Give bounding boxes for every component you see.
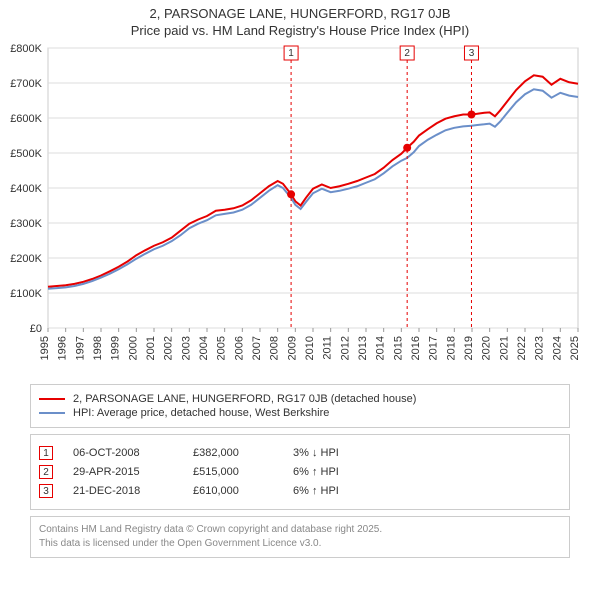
x-tick-label: 1997	[74, 336, 86, 360]
credit: Contains HM Land Registry data © Crown c…	[30, 516, 570, 558]
transaction-delta: 3% ↓ HPI	[293, 447, 393, 459]
transaction-row: 3 21-DEC-2018 £610,000 6% ↑ HPI	[39, 484, 561, 498]
x-tick-label: 2017	[428, 336, 440, 360]
transaction-price: £382,000	[193, 447, 273, 459]
transaction-price: £610,000	[193, 485, 273, 497]
transaction-date: 06-OCT-2008	[73, 447, 173, 459]
x-tick-label: 2002	[163, 336, 175, 360]
legend-swatch	[39, 412, 65, 414]
x-tick-label: 2025	[569, 336, 581, 360]
x-tick-label: 1999	[110, 336, 122, 360]
x-tick-label: 2008	[269, 336, 281, 360]
transaction-point-3	[467, 111, 475, 119]
transaction-point-2	[403, 144, 411, 152]
y-tick-label: £100K	[10, 288, 42, 300]
legend: 2, PARSONAGE LANE, HUNGERFORD, RG17 0JB …	[30, 384, 570, 428]
transaction-delta: 6% ↑ HPI	[293, 466, 393, 478]
x-tick-label: 2010	[304, 336, 316, 360]
transaction-marker-label-2: 2	[404, 48, 410, 59]
line-chart-svg: £0 £100K £200K £300K £400K £500K £600K £700K £80…	[0, 38, 600, 378]
chart-subtitle: Price paid vs. HM Land Registry's House …	[10, 23, 590, 38]
transaction-date: 29-APR-2015	[73, 466, 173, 478]
x-tick-label: 2015	[392, 336, 404, 360]
x-tick-label: 1996	[57, 336, 69, 360]
x-tick-label: 2003	[180, 336, 192, 360]
x-tick-label: 1998	[92, 336, 104, 360]
y-tick-label: £400K	[10, 183, 42, 195]
x-tick-label: 2005	[216, 336, 228, 360]
x-tick-label: 2019	[463, 336, 475, 360]
x-tick-label: 2007	[251, 336, 263, 360]
x-tick-label: 2022	[516, 336, 528, 360]
y-tick-label: £600K	[10, 113, 42, 125]
y-tick-label: £200K	[10, 253, 42, 265]
x-tick-label: 2018	[445, 336, 457, 360]
x-tick-label: 2004	[198, 336, 210, 360]
x-tick-label: 2001	[145, 336, 157, 360]
x-tick-label: 2000	[127, 336, 139, 360]
x-tick-label: 2013	[357, 336, 369, 360]
x-tick-label: 2021	[498, 336, 510, 360]
y-tick-label: £800K	[10, 43, 42, 55]
y-tick-label: £700K	[10, 78, 42, 90]
transaction-delta: 6% ↑ HPI	[293, 485, 393, 497]
legend-label: 2, PARSONAGE LANE, HUNGERFORD, RG17 0JB …	[73, 393, 416, 405]
x-tick-label: 2023	[534, 336, 546, 360]
transaction-marker-cell: 2	[39, 465, 53, 479]
x-tick-label: 2016	[410, 336, 422, 360]
transaction-row: 1 06-OCT-2008 £382,000 3% ↓ HPI	[39, 446, 561, 460]
legend-swatch	[39, 398, 65, 400]
x-tick-label: 2006	[233, 336, 245, 360]
credit-line1: Contains HM Land Registry data © Crown c…	[39, 523, 561, 537]
x-tick-label: 2009	[286, 336, 298, 360]
transaction-marker-cell: 3	[39, 484, 53, 498]
transaction-point-1	[287, 190, 295, 198]
legend-item: 2, PARSONAGE LANE, HUNGERFORD, RG17 0JB …	[39, 393, 561, 405]
transactions-table: 1 06-OCT-2008 £382,000 3% ↓ HPI 2 29-APR-2015…	[30, 434, 570, 510]
chart-area: £0 £100K £200K £300K £400K £500K £600K £700K £80…	[0, 38, 600, 378]
x-tick-label: 2020	[481, 336, 493, 360]
transaction-price: £515,000	[193, 466, 273, 478]
y-tick-label: £500K	[10, 148, 42, 160]
chart-title: 2, PARSONAGE LANE, HUNGERFORD, RG17 0JB	[10, 6, 590, 21]
legend-item: HPI: Average price, detached house, West…	[39, 407, 561, 419]
transaction-row: 2 29-APR-2015 £515,000 6% ↑ HPI	[39, 465, 561, 479]
transaction-marker-label-3: 3	[469, 48, 475, 59]
credit-line2: This data is licensed under the Open Gov…	[39, 537, 561, 551]
x-tick-label: 2011	[322, 336, 334, 360]
y-tick-label: £300K	[10, 218, 42, 230]
transaction-date: 21-DEC-2018	[73, 485, 173, 497]
x-tick-label: 2012	[339, 336, 351, 360]
transaction-marker-label-1: 1	[288, 48, 294, 59]
x-tick-label: 1995	[39, 336, 51, 360]
x-tick-label: 2024	[551, 336, 563, 360]
transaction-marker-cell: 1	[39, 446, 53, 460]
x-tick-label: 2014	[375, 336, 387, 360]
y-tick-label: £0	[30, 323, 42, 335]
legend-label: HPI: Average price, detached house, West…	[73, 407, 329, 419]
